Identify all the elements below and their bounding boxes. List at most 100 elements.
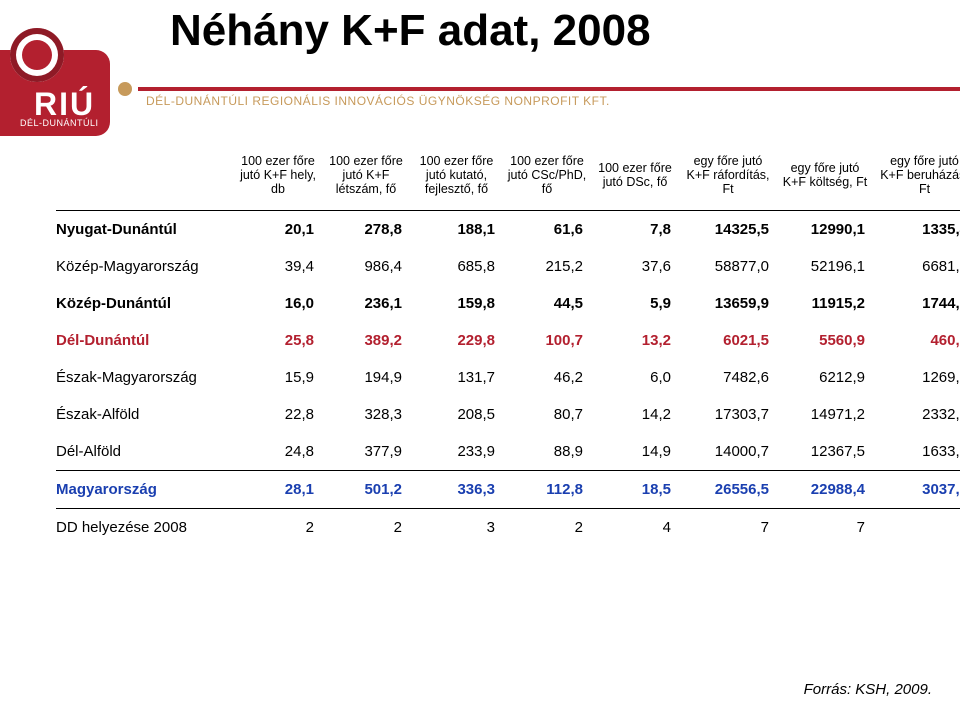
cell: 5560,9	[777, 322, 873, 359]
cell: 336,3	[410, 471, 503, 509]
cell: 11915,2	[777, 285, 873, 322]
cell: 100,7	[503, 322, 591, 359]
cell: 44,5	[503, 285, 591, 322]
table-head: 100 ezer főre jutó K+F hely, db100 ezer …	[56, 148, 960, 211]
table-row: Észak-Magyarország15,9194,9131,746,26,07…	[56, 359, 960, 396]
cell: 18,5	[591, 471, 679, 509]
cell: 28,1	[234, 471, 322, 509]
cell: 16,0	[234, 285, 322, 322]
cell: 7,8	[591, 211, 679, 249]
cell: 986,4	[322, 248, 410, 285]
col-header: 100 ezer főre jutó DSc, fő	[591, 148, 679, 211]
data-table: 100 ezer főre jutó K+F hely, db100 ezer …	[56, 148, 960, 546]
table-row: Közép-Dunántúl16,0236,1159,844,55,913659…	[56, 285, 960, 322]
cell: 20,1	[234, 211, 322, 249]
cell: 7	[679, 509, 777, 547]
table-row: Nyugat-Dunántúl20,1278,8188,161,67,81432…	[56, 211, 960, 249]
row-label: Észak-Alföld	[56, 396, 234, 433]
cell: 1335,4	[873, 211, 960, 249]
col-header-label	[56, 148, 234, 211]
cell: 6,0	[591, 359, 679, 396]
band-caption: DÉL-DUNÁNTÚLI REGIONÁLIS INNOVÁCIÓS ÜGYN…	[146, 94, 610, 108]
cell: 24,8	[234, 433, 322, 471]
cell: 685,8	[410, 248, 503, 285]
cell: 58877,0	[679, 248, 777, 285]
cell: 14325,5	[679, 211, 777, 249]
logo: RIÚ DÉL-DUNÁNTÚLI	[0, 18, 120, 136]
cell: 17303,7	[679, 396, 777, 433]
col-header: 100 ezer főre jutó K+F hely, db	[234, 148, 322, 211]
row-label: Nyugat-Dunántúl	[56, 211, 234, 249]
cell: 14,2	[591, 396, 679, 433]
cell: 37,6	[591, 248, 679, 285]
band-dot-icon	[118, 82, 132, 96]
cell: 6681,0	[873, 248, 960, 285]
col-header: 100 ezer főre jutó K+F létszám, fő	[322, 148, 410, 211]
cell: 3	[410, 509, 503, 547]
row-label: Közép-Magyarország	[56, 248, 234, 285]
cell: 61,6	[503, 211, 591, 249]
col-header: egy főre jutó K+F beruházás, Ft	[873, 148, 960, 211]
row-label: DD helyezése 2008	[56, 509, 234, 547]
cell: 2	[234, 509, 322, 547]
col-header: 100 ezer főre jutó CSc/PhD, fő	[503, 148, 591, 211]
cell: 159,8	[410, 285, 503, 322]
cell: 7	[777, 509, 873, 547]
table-row: Dél-Alföld24,8377,9233,988,914,914000,71…	[56, 433, 960, 471]
slide-root: RIÚ DÉL-DUNÁNTÚLI DÉL-DUNÁNTÚLI REGIONÁL…	[0, 0, 960, 716]
cell: 233,9	[410, 433, 503, 471]
source-caption: Forrás: KSH, 2009.	[804, 681, 932, 698]
cell: 46,2	[503, 359, 591, 396]
cell: 4	[591, 509, 679, 547]
row-label: Dél-Dunántúl	[56, 322, 234, 359]
cell: 131,7	[410, 359, 503, 396]
cell: 377,9	[322, 433, 410, 471]
cell: 3037,0	[873, 471, 960, 509]
cell: 25,8	[234, 322, 322, 359]
cell: 7482,6	[679, 359, 777, 396]
cell: 52196,1	[777, 248, 873, 285]
table-header-row: 100 ezer főre jutó K+F hely, db100 ezer …	[56, 148, 960, 211]
row-label: Dél-Alföld	[56, 433, 234, 471]
logo-subtext: DÉL-DUNÁNTÚLI	[20, 118, 99, 128]
logo-circle-icon	[10, 28, 64, 82]
cell: 12367,5	[777, 433, 873, 471]
col-header: 100 ezer főre jutó kutató, fejlesztő, fő	[410, 148, 503, 211]
row-label: Közép-Dunántúl	[56, 285, 234, 322]
cell: 22988,4	[777, 471, 873, 509]
cell: 501,2	[322, 471, 410, 509]
cell: 12990,1	[777, 211, 873, 249]
table-row: Dél-Dunántúl25,8389,2229,8100,713,26021,…	[56, 322, 960, 359]
cell: 1744,8	[873, 285, 960, 322]
cell: 15,9	[234, 359, 322, 396]
cell: 13,2	[591, 322, 679, 359]
row-label: Észak-Magyarország	[56, 359, 234, 396]
cell: 2332,6	[873, 396, 960, 433]
cell: 6212,9	[777, 359, 873, 396]
col-header: egy főre jutó K+F ráfordítás, Ft	[679, 148, 777, 211]
table-body: Nyugat-Dunántúl20,1278,8188,161,67,81432…	[56, 211, 960, 547]
cell: 88,9	[503, 433, 591, 471]
col-header: egy főre jutó K+F költség, Ft	[777, 148, 873, 211]
cell: 2	[322, 509, 410, 547]
cell: 14971,2	[777, 396, 873, 433]
table-row: Észak-Alföld22,8328,3208,580,714,217303,…	[56, 396, 960, 433]
cell: 460,7	[873, 322, 960, 359]
cell: 5,9	[591, 285, 679, 322]
cell: 2	[503, 509, 591, 547]
cell: 14000,7	[679, 433, 777, 471]
page-title: Néhány K+F adat, 2008	[170, 6, 651, 56]
cell: 278,8	[322, 211, 410, 249]
cell: 215,2	[503, 248, 591, 285]
cell: 1633,2	[873, 433, 960, 471]
table-row: DD helyezése 200822324777	[56, 509, 960, 547]
data-table-wrap: 100 ezer főre jutó K+F hely, db100 ezer …	[56, 148, 930, 546]
cell: 236,1	[322, 285, 410, 322]
cell: 208,5	[410, 396, 503, 433]
cell: 22,8	[234, 396, 322, 433]
cell: 1269,6	[873, 359, 960, 396]
cell: 194,9	[322, 359, 410, 396]
cell: 7	[873, 509, 960, 547]
cell: 26556,5	[679, 471, 777, 509]
cell: 389,2	[322, 322, 410, 359]
